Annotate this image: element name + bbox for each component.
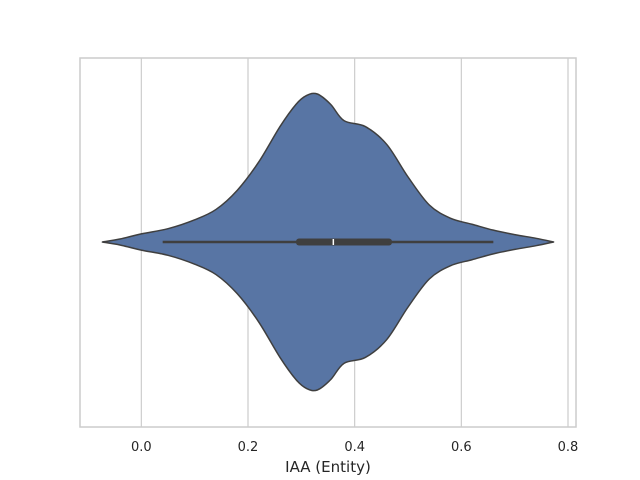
violin-group [101, 92, 555, 392]
plot-frame [79, 57, 577, 428]
x-tick-label-3: 0.6 [451, 440, 472, 455]
x-axis-label: IAA (Entity) [285, 458, 371, 476]
x-tick-label-1: 0.2 [238, 440, 259, 455]
plot-border [79, 57, 577, 428]
x-tick-label-4: 0.8 [558, 440, 579, 455]
x-tick-label-0: 0.0 [131, 440, 152, 455]
x-tick-labels: 0.0 0.2 0.4 0.6 0.8 [131, 440, 578, 455]
x-tick-label-2: 0.4 [344, 440, 365, 455]
iqr-box [296, 238, 392, 246]
